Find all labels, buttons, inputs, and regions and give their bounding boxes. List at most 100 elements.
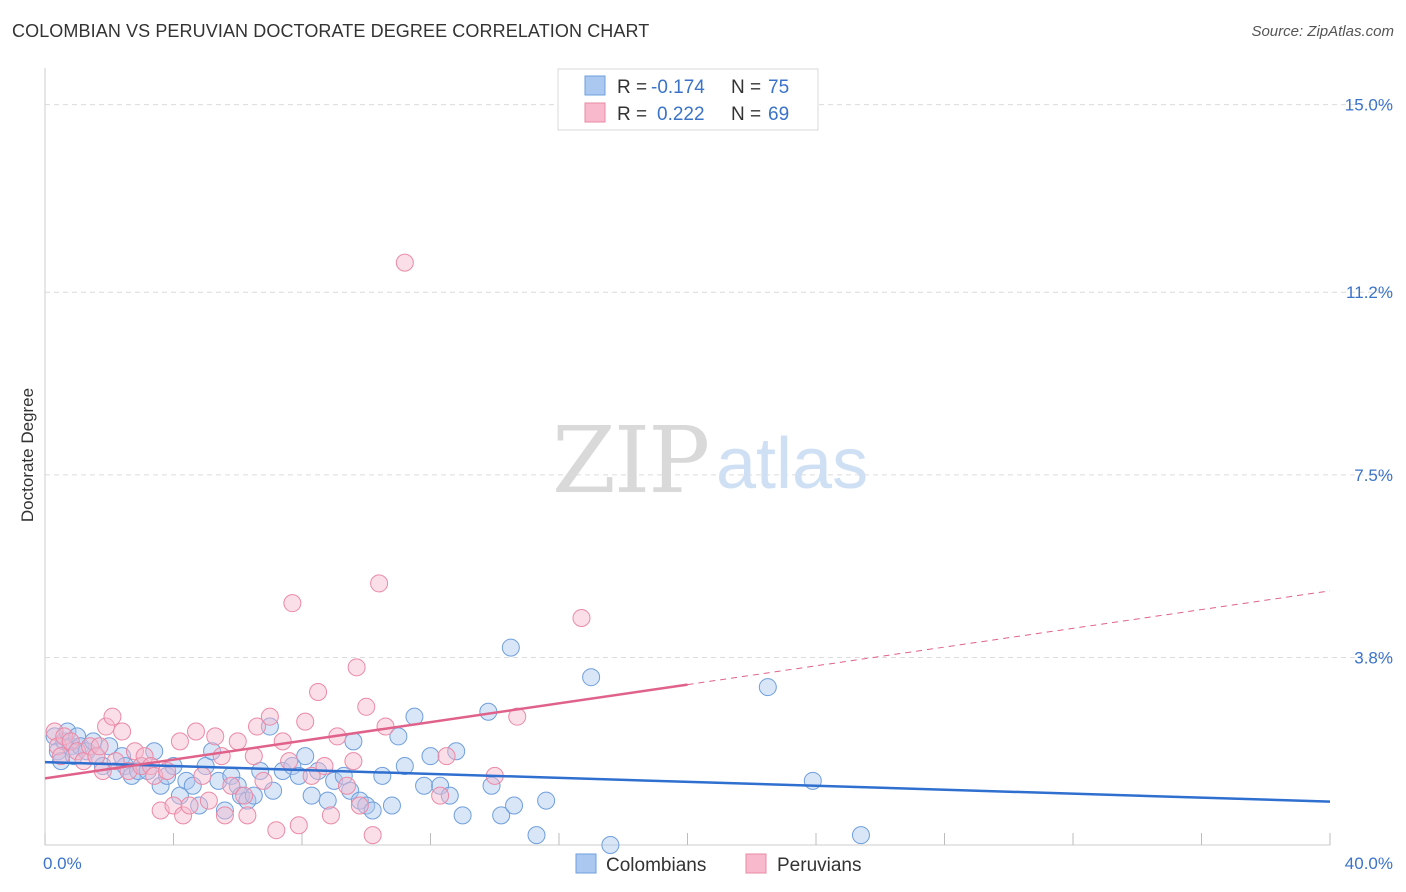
colombian-point-43 (289, 766, 308, 785)
colombian-point-65 (453, 806, 472, 825)
series-legend: Colombians Peruvians (575, 853, 862, 876)
colombian-point-63 (440, 786, 459, 805)
colombian-swatch (584, 75, 606, 96)
legend-r-value-1: -0.174 (651, 77, 705, 98)
colombian-point-56 (382, 796, 401, 815)
peruvian-trend-line (44, 683, 688, 780)
peruvian-point-23 (164, 796, 183, 815)
peruvian-point-56 (357, 697, 376, 716)
peruvian-point-65 (572, 608, 591, 627)
watermark: ZIP atlas (552, 407, 868, 514)
peruvian-point-39 (254, 771, 273, 790)
y-tick-label-3: 15.0% (1345, 96, 1393, 115)
peruvian-point-40 (260, 707, 279, 726)
peruvian-point-48 (309, 683, 328, 701)
peruvians-legend-swatch (745, 853, 767, 874)
peruvian-point-16 (125, 742, 144, 761)
peruvian-point-50 (321, 806, 340, 825)
colombian-point-41 (273, 761, 292, 780)
peruvian-point-36 (238, 806, 257, 825)
peruvian-point-38 (248, 717, 267, 736)
peruvian-point-37 (244, 747, 263, 766)
peruvian-point-9 (90, 737, 109, 756)
peruvian-point-24 (170, 732, 189, 751)
peruvian-point-34 (228, 732, 247, 751)
peruvian-point-7 (80, 737, 99, 756)
peruvian-swatch (584, 102, 606, 123)
peruvian-point-28 (193, 766, 212, 785)
colombian-point-68 (492, 806, 511, 825)
watermark-zip: ZIP (552, 407, 708, 514)
peruvian-point-41 (267, 821, 286, 840)
colombian-point-34 (228, 776, 247, 795)
peruvian-trend-line-extension (687, 590, 1331, 686)
peruvian-point-33 (222, 776, 241, 795)
colombian-point-39 (260, 717, 279, 736)
points-layer (45, 253, 870, 854)
legend-n-label-2: N = (731, 104, 761, 125)
peruvian-point-12 (103, 707, 122, 726)
colombian-trend-line (44, 760, 1331, 803)
peruvians-legend-label: Peruvians (777, 855, 862, 876)
colombian-point-13 (100, 737, 119, 756)
peruvian-point-29 (199, 791, 218, 810)
peruvian-point-27 (186, 722, 205, 741)
peruvian-point-61 (431, 786, 450, 805)
peruvian-point-43 (280, 752, 299, 771)
colombian-point-73 (582, 668, 601, 687)
peruvian-point-58 (370, 574, 389, 593)
legend-n-value-1: 75 (768, 77, 789, 98)
peruvian-point-4 (61, 732, 80, 751)
peruvian-point-62 (437, 747, 456, 766)
chart-title: COLOMBIAN VS PERUVIAN DOCTORATE DEGREE C… (12, 21, 650, 41)
colombian-point-23 (158, 766, 177, 785)
y-axis-label: Doctorate Degree (18, 388, 37, 522)
colombian-point-50 (341, 781, 360, 800)
y-tick-label-2: 11.2% (1346, 283, 1393, 302)
legend-n-label-1: N = (731, 77, 761, 98)
axis-layer: 3.8% 7.5% 11.2% 15.0% 0.0% 40.0% (43, 68, 1393, 873)
peruvian-point-0 (45, 722, 64, 741)
colombian-point-74 (601, 836, 620, 854)
colombian-point-58 (395, 757, 414, 776)
peruvian-point-60 (395, 253, 414, 272)
peruvian-point-52 (337, 776, 356, 795)
peruvian-point-53 (344, 752, 363, 771)
colombian-point-4 (58, 722, 77, 741)
colombian-point-27 (183, 776, 202, 795)
colombian-point-77 (851, 826, 870, 845)
peruvian-point-42 (273, 732, 292, 751)
colombians-legend-swatch (575, 853, 597, 874)
colombian-point-62 (431, 776, 450, 795)
peruvian-point-25 (174, 806, 193, 825)
peruvian-point-32 (215, 806, 234, 825)
peruvian-point-45 (289, 816, 308, 835)
colombian-point-67 (482, 776, 501, 795)
peruvian-point-44 (283, 594, 302, 613)
colombian-point-55 (373, 766, 392, 785)
peruvian-point-46 (296, 712, 315, 731)
colombian-point-40 (264, 781, 283, 800)
watermark-atlas: atlas (716, 424, 868, 504)
colombian-point-47 (318, 791, 337, 810)
peruvian-point-26 (180, 796, 199, 815)
colombian-point-75 (758, 678, 777, 697)
peruvian-point-14 (113, 722, 132, 741)
peruvian-point-55 (350, 796, 369, 815)
legend-r-label-1: R = (617, 77, 647, 98)
legend-n-value-2: 69 (768, 104, 789, 125)
legend-r-value-2: 0.222 (657, 104, 705, 125)
peruvian-point-31 (212, 747, 231, 766)
colombian-point-21 (145, 742, 164, 761)
colombian-point-22 (151, 776, 170, 795)
colombian-point-38 (251, 761, 270, 780)
y-tick-label-0: 3.8% (1354, 648, 1393, 667)
peruvian-point-11 (97, 717, 116, 736)
colombian-point-61 (421, 747, 440, 766)
x-tick-label-1: 40.0% (1345, 854, 1393, 873)
peruvian-point-30 (206, 727, 225, 746)
colombian-point-25 (170, 786, 189, 805)
source-label: Source: ZipAtlas.com (1251, 23, 1394, 40)
peruvian-point-64 (508, 707, 527, 726)
